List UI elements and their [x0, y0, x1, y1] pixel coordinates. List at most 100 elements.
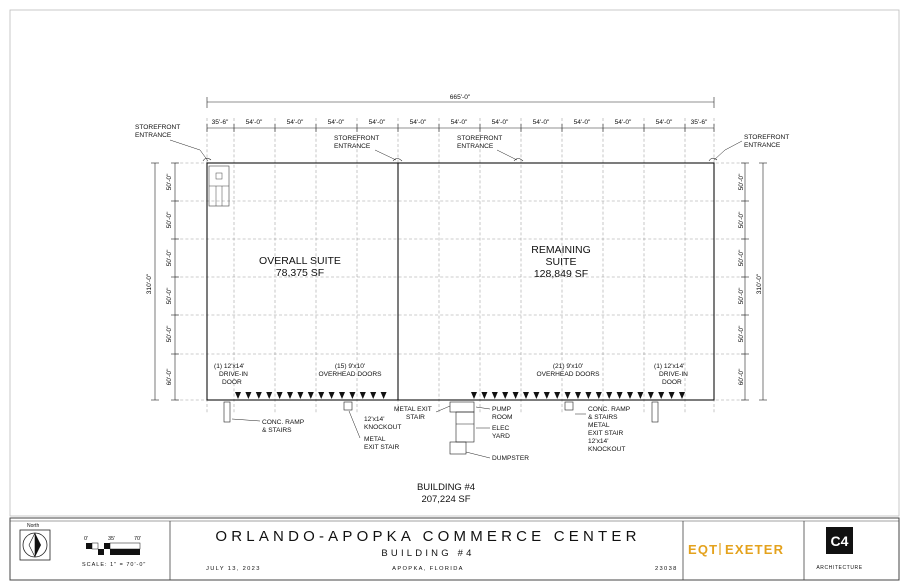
overhead-door-marker	[606, 392, 613, 399]
overhead-door-marker	[647, 392, 654, 399]
drive-in-right-note: (1) 12'x14' DRIVE-IN DOOR	[654, 363, 688, 386]
svg-text:& STAIRS: & STAIRS	[588, 414, 618, 421]
row-dimension: 50'-0"	[166, 211, 173, 228]
graphic-scale: 0' 35' 70' SCALE: 1" = 70'-0"	[82, 536, 145, 568]
title-block: North 0' 35' 70' SCALE: 1" = 70'-0" ORLA…	[9, 517, 900, 581]
svg-text:ENTRANCE: ENTRANCE	[135, 132, 172, 139]
overhead-door-marker	[359, 392, 366, 399]
overhead-door-marker	[554, 392, 561, 399]
svg-text:DUMPSTER: DUMPSTER	[492, 455, 529, 462]
overhead-door-marker	[502, 392, 509, 399]
side-total-right: 310'-0"	[756, 273, 763, 294]
elec-yard	[455, 411, 475, 443]
row-dimension: 60'-0"	[738, 368, 745, 385]
building-area: 207,224 SF	[421, 494, 470, 505]
overhead-door-marker	[318, 392, 325, 399]
storefront-mid-1: STOREFRONT ENTRANCE	[334, 135, 403, 162]
overhead-door-marker	[266, 392, 273, 399]
bay-dimension: 54'-0"	[574, 119, 591, 126]
sheet-border	[9, 9, 900, 517]
svg-text:STOREFRONT: STOREFRONT	[457, 135, 502, 142]
overhead-door-marker	[491, 392, 498, 399]
svg-text:(1) 12'x14': (1) 12'x14'	[214, 363, 244, 370]
storefront-left: STOREFRONT ENTRANCE	[135, 124, 212, 162]
pump-room	[449, 401, 475, 413]
overhead-door-marker	[245, 392, 252, 399]
svg-text:DRIVE-IN: DRIVE-IN	[659, 371, 688, 378]
overhead-door-marker	[658, 392, 665, 399]
overhead-door-marker	[616, 392, 623, 399]
svg-text:DOOR: DOOR	[662, 379, 682, 386]
svg-text:12'x14': 12'x14'	[364, 416, 384, 423]
overhead-door-marker	[627, 392, 633, 399]
overhead-door-marker	[339, 392, 345, 399]
overhead-door-marker	[370, 392, 377, 399]
svg-text:DRIVE-IN: DRIVE-IN	[219, 371, 248, 378]
left-dimensions: 310'-0" 50'-0" 50'-0" 50'-0" 50'-0" 50'-…	[146, 162, 179, 401]
overhead-door-marker	[307, 392, 314, 399]
north-arrow-icon	[19, 529, 51, 561]
row-dimension: 50'-0"	[738, 211, 745, 228]
svg-text:CONC. RAMP: CONC. RAMP	[262, 419, 305, 426]
drive-in-left-note: (1) 12'x14' DRIVE-IN DOOR	[214, 363, 248, 386]
svg-text:ROOM: ROOM	[492, 414, 513, 421]
svg-text:EXIT STAIR: EXIT STAIR	[588, 430, 624, 437]
overhead-door-marker	[523, 392, 529, 399]
svg-text:STOREFRONT: STOREFRONT	[744, 134, 789, 141]
architect-logo: C4 ARCHITECTURE	[816, 527, 862, 571]
exit-stair-right	[564, 401, 574, 411]
overhead-door-marker	[380, 392, 387, 399]
building-outline	[206, 162, 715, 401]
row-dimension: 50'-0"	[166, 325, 173, 342]
drive-in-ramp-left	[223, 401, 231, 423]
bay-dimension: 54'-0"	[410, 119, 427, 126]
bay-dimension: 54'-0"	[533, 119, 550, 126]
side-total-left: 310'-0"	[146, 273, 153, 294]
svg-text:STAIR: STAIR	[406, 414, 425, 421]
suite-right-area: 128,849 SF	[534, 268, 588, 280]
svg-text:35': 35'	[108, 536, 115, 542]
bay-dimension: 35'-6"	[691, 119, 708, 126]
svg-text:(1) 12'x14': (1) 12'x14'	[654, 363, 684, 370]
suite-left-name: OVERALL SUITE	[259, 255, 341, 267]
row-dimension: 50'-0"	[166, 173, 173, 190]
overhead-door-marker	[512, 392, 519, 399]
exit-stair-left	[343, 401, 353, 411]
svg-text:METAL: METAL	[588, 422, 610, 429]
overhead-door-marker	[585, 392, 592, 399]
svg-text:KNOCKOUT: KNOCKOUT	[588, 446, 625, 453]
overhead-door-marker	[255, 392, 262, 399]
svg-text:12'x14': 12'x14'	[588, 438, 608, 445]
svg-text:OVERHEAD DOORS: OVERHEAD DOORS	[536, 371, 600, 378]
dumpster-enclosure	[449, 441, 467, 455]
svg-text:KNOCKOUT: KNOCKOUT	[364, 424, 401, 431]
overhead-door-marker	[287, 392, 293, 399]
svg-text:METAL: METAL	[364, 436, 386, 443]
overhead-door-marker	[481, 392, 488, 399]
overhead-door-marker	[575, 392, 581, 399]
suite-left-area: 78,375 SF	[276, 267, 324, 279]
north-label: North	[27, 523, 39, 529]
overhead-door-marker	[679, 392, 685, 399]
row-dimension: 50'-0"	[738, 287, 745, 304]
svg-text:METAL EXIT: METAL EXIT	[394, 406, 432, 413]
overhead-door-marker	[471, 392, 477, 399]
drive-in-ramp-right	[651, 401, 659, 423]
svg-text:PUMP: PUMP	[492, 406, 512, 413]
bay-dimension: 54'-0"	[328, 119, 345, 126]
row-dimension: 50'-0"	[738, 173, 745, 190]
row-dimension: 50'-0"	[738, 325, 745, 342]
svg-text:ELEC: ELEC	[492, 425, 509, 432]
overhead-right-note: (21) 9'x10' OVERHEAD DOORS	[536, 363, 600, 378]
svg-text:0': 0'	[84, 536, 88, 542]
bay-dimension: 54'-0"	[492, 119, 509, 126]
bay-dimension: 35'-6"	[212, 119, 229, 126]
overhead-left-note: (15) 9'x10' OVERHEAD DOORS	[318, 363, 382, 378]
issue-date: JULY 13, 2023	[206, 566, 261, 572]
svg-text:EXETER: EXETER	[725, 542, 784, 557]
row-dimension: 50'-0"	[166, 287, 173, 304]
overhead-door-marker	[668, 392, 675, 399]
bay-dimension: 54'-0"	[615, 119, 632, 126]
overhead-door-marker	[564, 392, 571, 399]
overhead-door-marker	[297, 392, 304, 399]
